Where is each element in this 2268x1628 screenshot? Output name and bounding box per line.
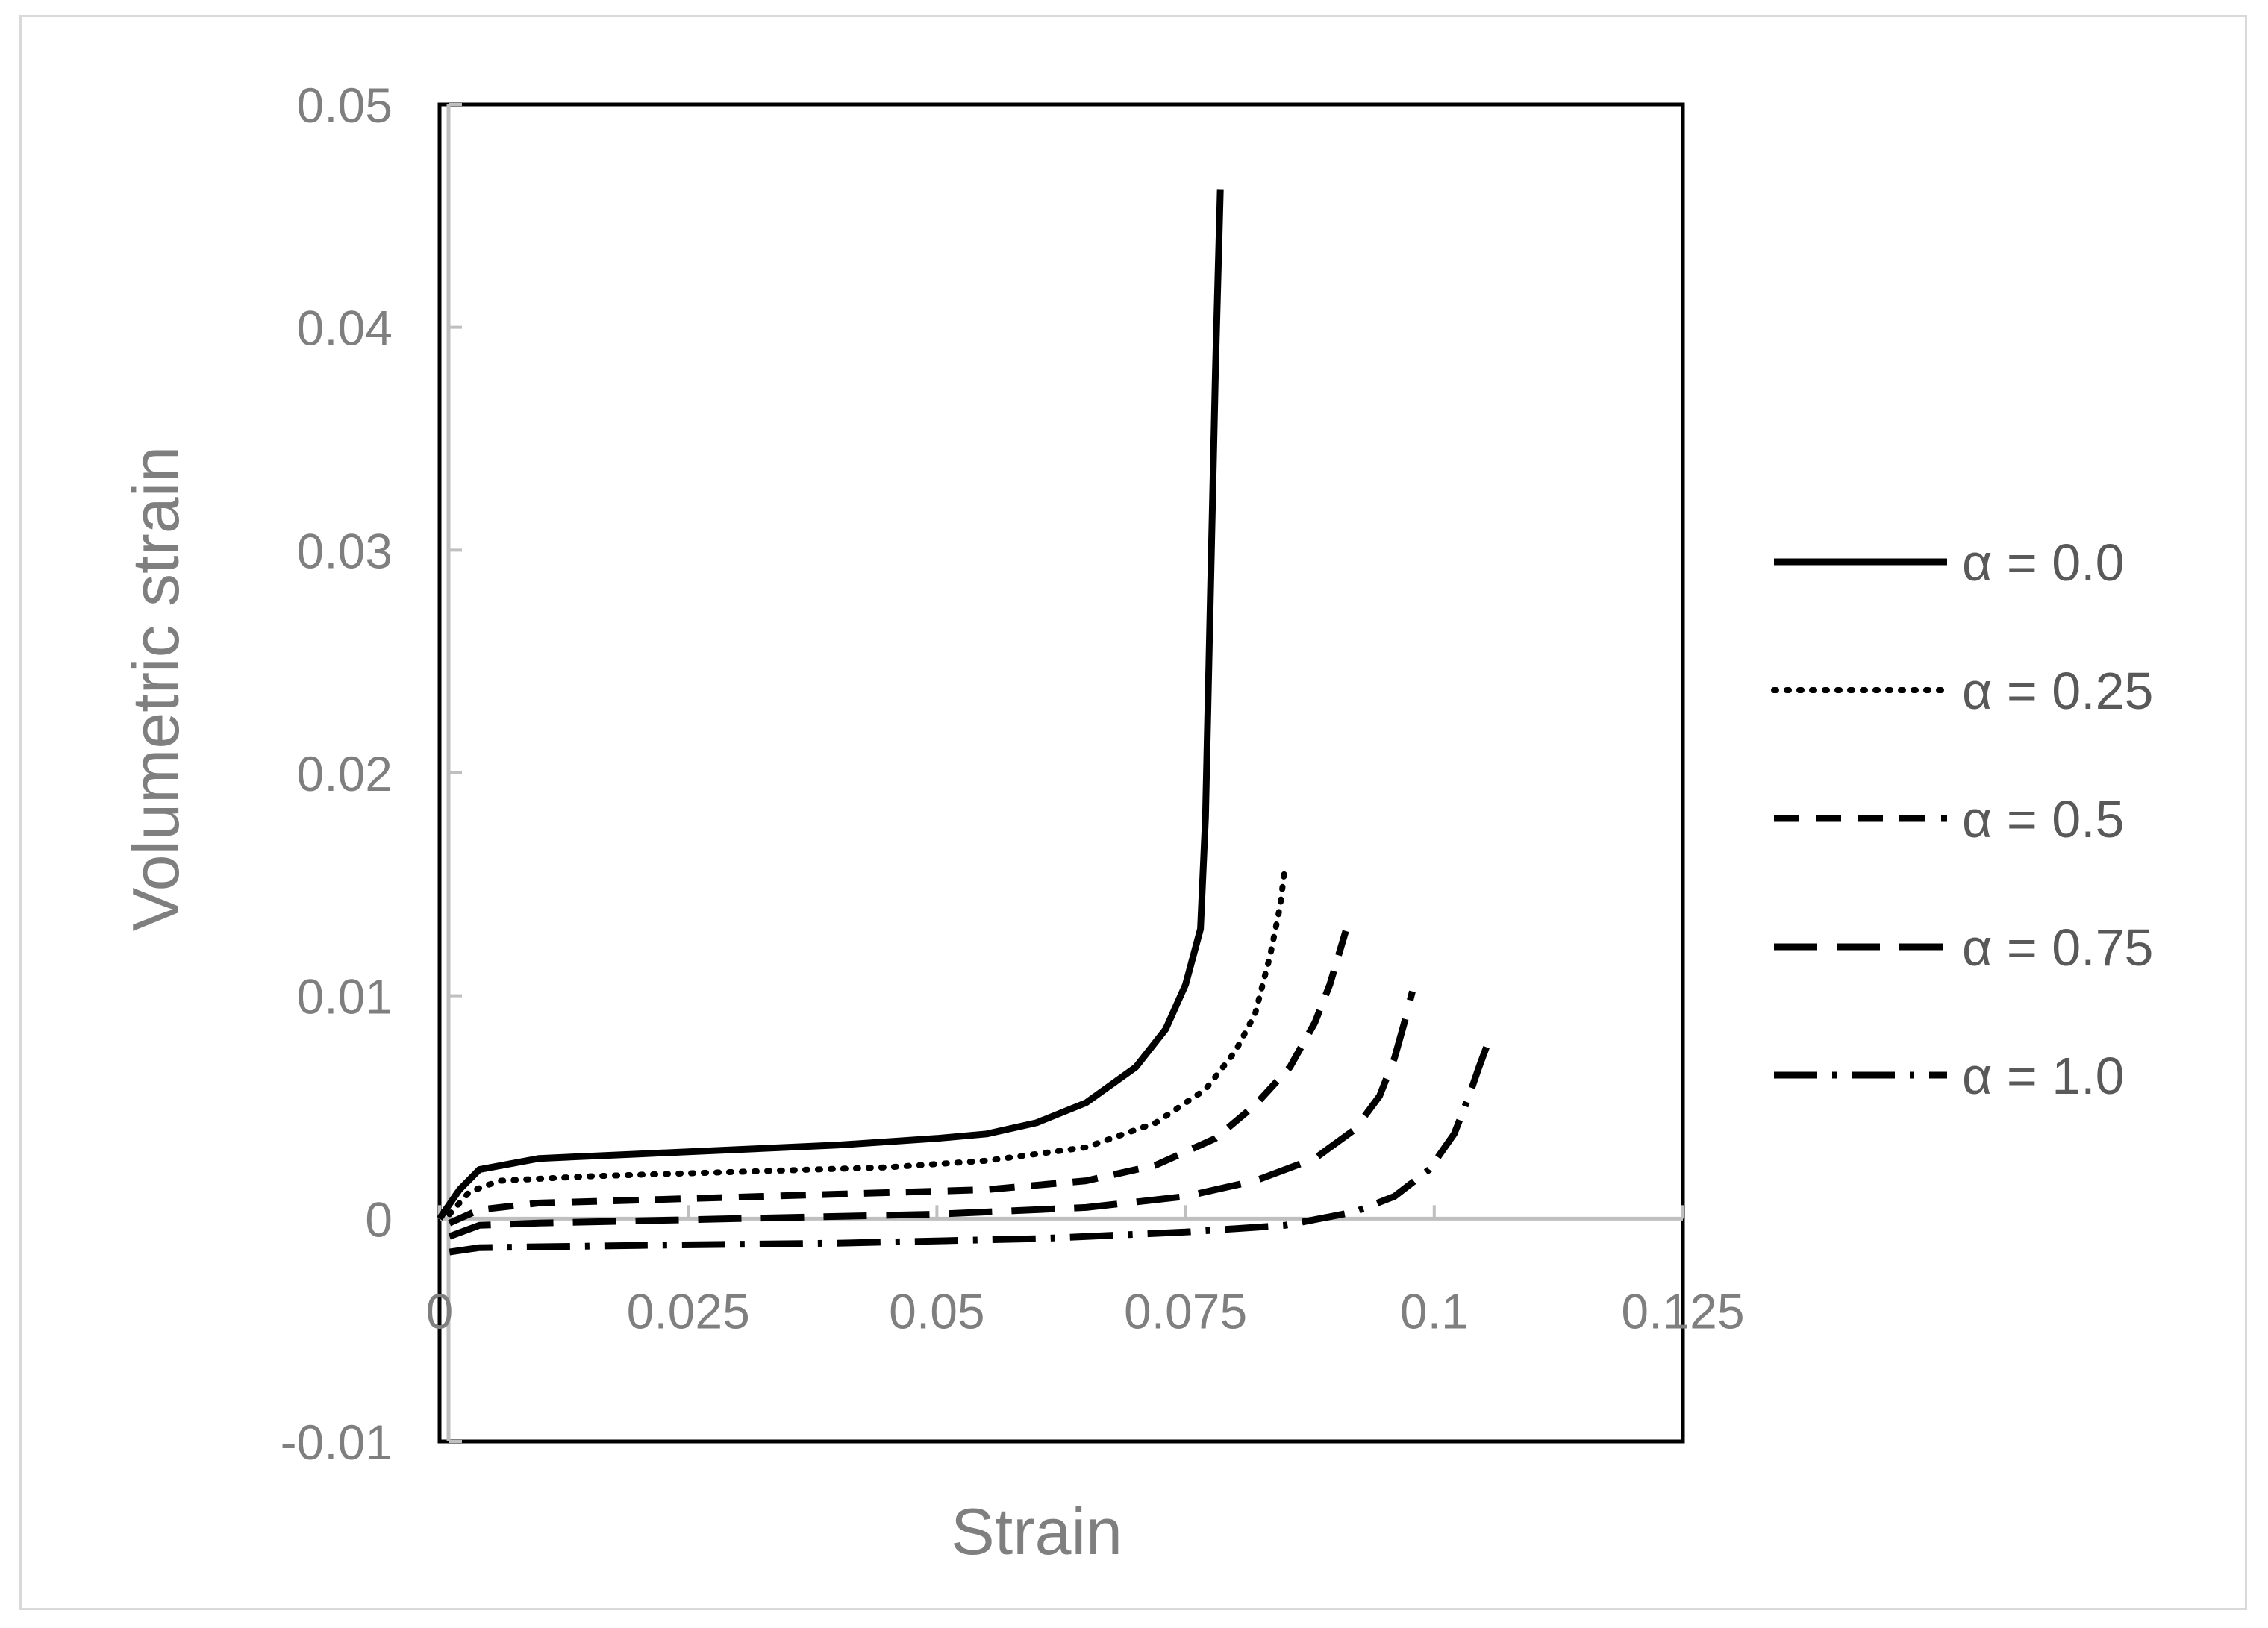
plot-area — [437, 102, 1685, 1444]
x-tick-label: 0.1 — [1400, 1283, 1469, 1339]
plot-border — [437, 102, 1685, 1444]
chart-frame: -0.01 0 0.01 0.02 0.03 0.04 0.05 0 0.025 0.05 0.07… — [19, 15, 2247, 1610]
legend-label-1: α = 0.25 — [1962, 662, 2153, 720]
x-tick-label: 0.075 — [1124, 1283, 1247, 1339]
series-line-2 — [448, 916, 1353, 1227]
series-line-3 — [448, 990, 1416, 1240]
x-tick-label: 0.025 — [627, 1283, 750, 1339]
chart-svg: -0.01 0 0.01 0.02 0.03 0.04 0.05 0 0.025 0.05 0.07… — [119, 78, 2153, 1568]
x-axis-title: Strain — [951, 1494, 1122, 1568]
y-tick-label: 0.01 — [297, 969, 393, 1024]
x-tick-label: 0.125 — [1621, 1283, 1744, 1339]
legend-label-2: α = 0.5 — [1962, 790, 2125, 848]
y-axis-title: Volumetric strain — [119, 446, 193, 931]
y-tick-label: 0.04 — [297, 301, 393, 356]
legend: α = 0.0 α = 0.25 α = 0.5 α = 0.75 α = 1.0 — [1771, 533, 2153, 1105]
axes: -0.01 0 0.01 0.02 0.03 0.04 0.05 0 0.025 0.05 0.07… — [281, 78, 1745, 1470]
series-lines — [437, 189, 1493, 1256]
legend-label-3: α = 0.75 — [1962, 918, 2153, 977]
y-tick-label: 0.03 — [297, 523, 393, 578]
series-line-1 — [446, 863, 1288, 1218]
x-tick-label: 0 — [426, 1283, 454, 1339]
y-tick-label: 0 — [365, 1192, 393, 1247]
series-line-4 — [449, 1039, 1493, 1256]
legend-label-4: α = 1.0 — [1962, 1047, 2125, 1105]
x-tick-label: 0.05 — [889, 1283, 984, 1339]
y-tick-label: -0.01 — [281, 1415, 393, 1470]
legend-label-0: α = 0.0 — [1962, 533, 2125, 592]
y-tick-label: 0.05 — [297, 78, 393, 133]
series-line-0 — [437, 189, 1224, 1221]
y-tick-label: 0.02 — [297, 746, 393, 801]
